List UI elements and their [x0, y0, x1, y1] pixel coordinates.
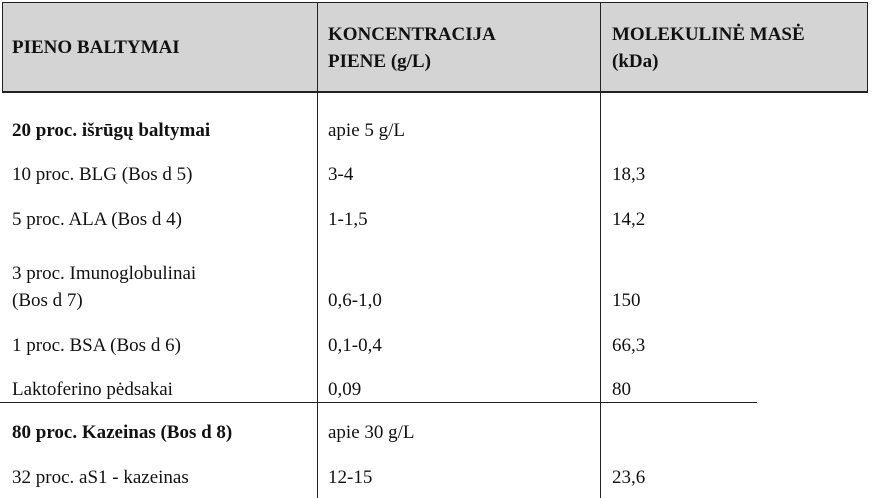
group-divider — [0, 402, 757, 403]
header-cell: KONCENTRACIJA PIENE (g/L) — [328, 24, 496, 72]
cell-value: apie 5 g/L — [328, 119, 406, 141]
cell-value: 18,3 — [612, 163, 646, 185]
header-cell: PIENO BALTYMAI — [12, 36, 180, 58]
header-background — [2, 2, 868, 92]
row-label: 1 proc. BSA (Bos d 6) — [12, 334, 181, 356]
cell-value: 3-4 — [328, 163, 354, 185]
cell-value: 0,1-0,4 — [328, 334, 382, 356]
row-label: 20 proc. išrūgų baltymai — [12, 119, 211, 141]
cell-value: 0,09 — [328, 378, 362, 400]
column-divider — [317, 2, 318, 498]
cell-value: 23,6 — [612, 466, 646, 488]
row-label: 3 proc. Imunoglobulinai (Bos d 7) — [12, 262, 197, 311]
header-right-border — [867, 2, 868, 92]
cell-value: 66,3 — [612, 334, 646, 356]
row-label: 10 proc. BLG (Bos d 5) — [12, 163, 193, 185]
cell-value: 150 — [612, 289, 641, 311]
header-cell: MOLEKULINĖ MASĖ (kDa) — [612, 24, 805, 72]
cell-value: 1-1,5 — [328, 208, 368, 230]
column-divider — [600, 2, 601, 498]
row-label: 80 proc. Kazeinas (Bos d 8) — [12, 421, 233, 443]
header-bottom-border — [2, 91, 868, 93]
cell-value: 12-15 — [328, 466, 373, 488]
cell-value: apie 30 g/L — [328, 421, 415, 443]
header-left-border — [2, 2, 3, 92]
header-top-border — [2, 2, 868, 3]
row-label: 5 proc. ALA (Bos d 4) — [12, 208, 182, 230]
row-label: Laktoferino pėdsakai — [12, 378, 173, 400]
cell-value: 0,6-1,0 — [328, 289, 382, 311]
row-label: 32 proc. aS1 - kazeinas — [12, 466, 189, 488]
cell-value: 14,2 — [612, 208, 646, 230]
cell-value: 80 — [612, 378, 631, 400]
